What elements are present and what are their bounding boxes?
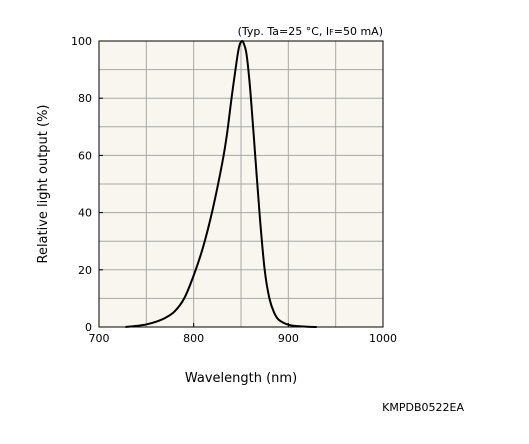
y-tick-label: 80	[78, 92, 92, 105]
measurement-condition: (Typ. Ta=25 °C, IF=50 mA)	[238, 25, 383, 38]
grid-lines	[99, 41, 383, 327]
x-tick-label: 1000	[369, 332, 397, 345]
y-tick-label: 100	[71, 35, 92, 48]
x-axis-title: Wavelength (nm)	[185, 371, 297, 386]
y-tick-label: 0	[85, 321, 92, 334]
series-line	[125, 39, 317, 328]
axis-ticks	[98, 40, 384, 328]
x-tick-labels: 700 800 900 1000	[89, 332, 398, 345]
y-tick-label: 20	[78, 264, 92, 277]
y-tick-labels: 0 20 40 60 80 100	[71, 35, 92, 334]
y-axis-title: Relative light output (%)	[36, 104, 51, 263]
x-tick-label: 900	[278, 332, 299, 345]
y-tick-label: 40	[78, 207, 92, 220]
figure-code: KMPDB0522EA	[382, 401, 464, 414]
y-tick-label: 60	[78, 149, 92, 162]
x-tick-label: 800	[183, 332, 204, 345]
x-tick-label: 700	[89, 332, 110, 345]
